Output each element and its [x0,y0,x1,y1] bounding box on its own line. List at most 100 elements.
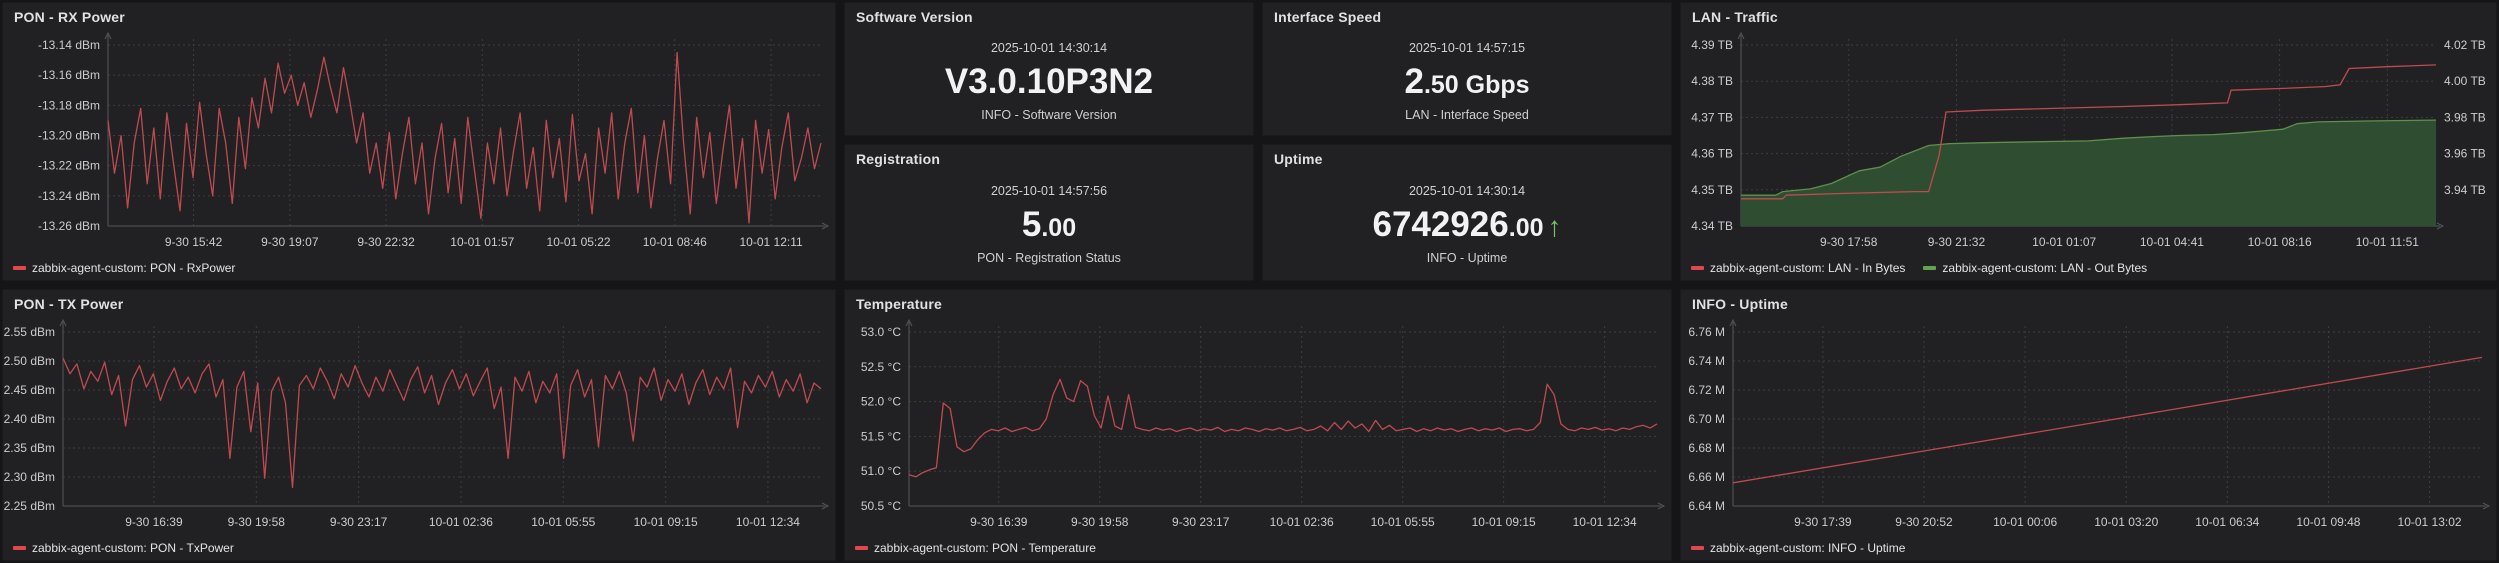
stat-value: V3.0.10P3N2 [945,64,1153,99]
x-tick-label: 10-01 08:16 [2248,235,2312,249]
stat-value-main: 2 [1404,61,1424,101]
y-tick-label: 51.0 °C [861,464,901,478]
stat-footer: LAN - Interface Speed [1405,107,1529,122]
y-tick-label: 2.40 dBm [4,412,55,426]
legend-swatch-icon [1923,266,1937,270]
legend-swatch-icon [13,266,26,270]
stat-value: 5.00 [1022,207,1076,242]
x-tick-label: 10-01 12:34 [1573,515,1637,529]
legend-item[interactable]: zabbix-agent-custom: PON - RxPower [13,261,235,275]
chart-plot-area[interactable]: 53.0 °C 52.5 °C 52.0 °C 51.5 °C 51.0 °C 50.5 … [845,318,1671,560]
x-tick-label: 9-30 23:17 [1172,515,1230,529]
chart-legend: zabbix-agent-custom: INFO - Uptime [1691,541,1905,555]
legend-item[interactable]: zabbix-agent-custom: PON - Temperature [855,541,1096,555]
x-axis-arrow-icon [821,222,830,230]
panel-title-pon-tx-power[interactable]: PON - TX Power [14,296,124,312]
x-tick-label: 9-30 16:39 [125,515,183,529]
x-tick-label: 10-01 13:02 [2398,515,2462,529]
y-tick-label: 2.35 dBm [4,441,55,455]
x-tick-label: 9-30 21:32 [1928,235,1986,249]
panel-pon-rx-power: PON - RX Power -13.14 dBm -13.16 dBm -13.1… [2,2,836,281]
stat-body: 2025-10-01 14:30:14 V3.0.10P3N2 INFO - S… [845,27,1253,135]
chart-plot-area[interactable]: -13.14 dBm -13.16 dBm -13.18 dBm -13.20 dBm… [3,31,835,280]
legend-item[interactable]: zabbix-agent-custom: LAN - In Bytes [1691,261,1905,275]
x-tick-label: 10-01 00:06 [1993,515,2057,529]
y-tick-label: 4.37 TB [1691,110,1733,124]
x-axis-arrow-icon [1657,502,1666,510]
y-axis-arrow-icon [59,318,67,327]
chart-svg: 6.76 M 6.74 M 6.72 M 6.70 M 6.68 M 6.66 M 6.64… [1688,318,2491,529]
legend-item[interactable]: zabbix-agent-custom: PON - TxPower [13,541,234,555]
x-tick-label: 10-01 11:51 [2356,235,2419,249]
stat-footer: PON - Registration Status [977,251,1121,265]
x-tick-label: 10-01 09:48 [2296,515,2360,529]
y-tick-label: 2.55 dBm [4,325,55,339]
y-tick-label: 52.5 °C [861,360,901,374]
chart-svg: 2.55 dBm 2.50 dBm 2.45 dBm 2.40 dBm 2.35 dBm… [4,318,830,529]
y-tick-label: 6.74 M [1688,354,1725,368]
chart-plot-area[interactable]: 2.55 dBm 2.50 dBm 2.45 dBm 2.40 dBm 2.35 dBm… [3,318,835,560]
y-tick-label: 53.0 °C [861,325,901,339]
panel-info-uptime: INFO - Uptime 6.76 M 6.74 M 6.72 M 6.70 M 6.… [1680,289,2497,561]
legend-item[interactable]: zabbix-agent-custom: INFO - Uptime [1691,541,1905,555]
x-axis-arrow-icon [2482,502,2491,510]
panel-software-version: Software Version 2025-10-01 14:30:14 V3.… [844,2,1254,136]
x-tick-label: 9-30 15:42 [165,235,223,249]
x-tick-label: 10-01 05:22 [547,235,611,249]
y-tick-label: 6.70 M [1688,412,1725,426]
x-tick-label: 10-01 05:55 [531,515,595,529]
stat-timestamp: 2025-10-01 14:30:14 [1408,184,1526,198]
panel-lan-traffic: LAN - Traffic 4.39 TB 4.38 TB 4.37 TB 4.36 … [1680,2,2497,281]
panel-pon-tx-power: PON - TX Power 2.55 dBm 2.50 dBm 2.45 dBm 2… [2,289,836,561]
legend-item[interactable]: zabbix-agent-custom: LAN - Out Bytes [1923,261,2147,275]
chart-svg: -13.14 dBm -13.16 dBm -13.18 dBm -13.20 dBm… [38,31,830,249]
y-tick-label: -13.20 dBm [38,129,100,143]
chart-plot-area[interactable]: 4.39 TB 4.38 TB 4.37 TB 4.36 TB 4.35 TB 4.34 … [1681,31,2496,280]
legend-swatch-icon [855,546,868,550]
y-tick-label: 51.5 °C [861,429,901,443]
panel-title-lan-traffic[interactable]: LAN - Traffic [1692,9,1778,25]
x-axis-arrow-icon [2436,222,2445,230]
stat-value-main: V3.0.10P3N2 [944,61,1154,101]
panel-title-temperature[interactable]: Temperature [856,296,942,312]
y-tick-label: 2.25 dBm [4,499,55,513]
y-tick-label: 2.50 dBm [4,354,55,368]
chart-plot-area[interactable]: 6.76 M 6.74 M 6.72 M 6.70 M 6.68 M 6.66 M 6.64… [1681,318,2496,560]
stat-body: 2025-10-01 14:57:56 5.00 PON - Registrat… [845,169,1253,280]
x-tick-label: 10-01 12:34 [736,515,800,529]
y2-tick-label: 3.94 TB [2444,183,2486,197]
legend-label: zabbix-agent-custom: LAN - In Bytes [1710,261,1906,275]
chart-legend: zabbix-agent-custom: PON - TxPower [13,541,234,555]
y-tick-label: 4.35 TB [1691,183,1733,197]
y-tick-label: -13.16 dBm [38,68,100,82]
panel-title-uptime[interactable]: Uptime [1274,151,1323,167]
panel-title-info-uptime[interactable]: INFO - Uptime [1692,296,1788,312]
legend-label: zabbix-agent-custom: INFO - Uptime [1710,541,1906,555]
x-tick-label: 10-01 09:15 [634,515,698,529]
legend-label: zabbix-agent-custom: LAN - Out Bytes [1942,261,2148,275]
y-tick-label: 6.68 M [1688,441,1725,455]
y-tick-label: 6.72 M [1688,383,1725,397]
legend-swatch-icon [1691,546,1704,550]
panel-title-interface-speed[interactable]: Interface Speed [1274,9,1382,25]
panel-interface-speed: Interface Speed 2025-10-01 14:57:15 2.50… [1262,2,1672,136]
stat-body: 2025-10-01 14:57:15 2.50 Gbps LAN - Inte… [1263,27,1671,135]
y-tick-label: 2.45 dBm [4,383,55,397]
x-tick-label: 10-01 08:46 [643,235,707,249]
chart-legend: zabbix-agent-custom: PON - Temperature [855,541,1096,555]
panel-title-pon-rx-power[interactable]: PON - RX Power [14,9,125,25]
panel-uptime: Uptime 2025-10-01 14:30:14 6742926.00 ↑ I… [1262,144,1672,281]
y-tick-label: 6.66 M [1688,470,1725,484]
panel-title-registration[interactable]: Registration [856,151,941,167]
y-tick-label: 2.30 dBm [4,470,55,484]
x-tick-label: 10-01 09:15 [1472,515,1536,529]
y2-tick-label: 4.02 TB [2444,38,2486,52]
panel-title-software-version[interactable]: Software Version [856,9,973,25]
stat-value-main: 5 [1021,205,1042,244]
stat-value: 6742926.00 ↑ [1372,207,1561,242]
chart-svg: 4.39 TB 4.38 TB 4.37 TB 4.36 TB 4.35 TB 4.34 … [1691,31,2486,249]
x-tick-label: 9-30 17:39 [1794,515,1852,529]
x-tick-label: 10-01 05:55 [1371,515,1435,529]
x-tick-label: 9-30 17:58 [1820,235,1878,249]
